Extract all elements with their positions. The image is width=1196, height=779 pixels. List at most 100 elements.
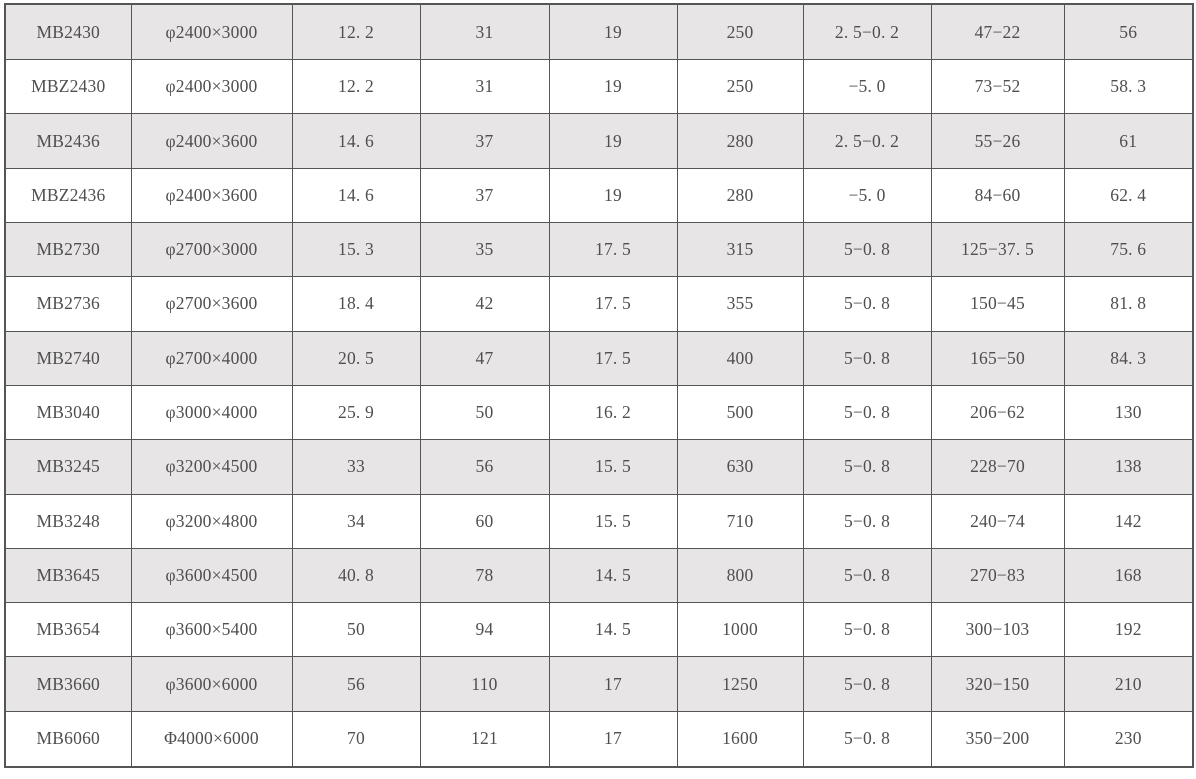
cell-col3: 37	[419, 167, 550, 223]
cell-col4: 16. 2	[548, 384, 678, 441]
table-row: MB3645 φ3600×4500 40. 8 78 14. 5 800 5−0. 8 270…	[4, 547, 1194, 604]
cell-model: MBZ2436	[4, 167, 132, 223]
cell-model: MB3248	[4, 493, 132, 549]
cell-dimensions: φ3600×4500	[130, 547, 293, 604]
cell-col3: 47	[419, 330, 550, 386]
cell-col2: 40. 8	[291, 547, 421, 604]
cell-col5: 630	[676, 439, 804, 495]
cell-col3: 78	[419, 547, 550, 604]
cell-col3: 121	[419, 710, 550, 768]
cell-col8: 210	[1063, 656, 1194, 712]
cell-col6: −5. 0	[802, 59, 932, 115]
cell-model: MB2730	[4, 221, 132, 278]
cell-col7: 47−22	[930, 3, 1065, 61]
cell-col7: 206−62	[930, 384, 1065, 441]
cell-col3: 31	[419, 59, 550, 115]
cell-col5: 315	[676, 221, 804, 278]
cell-dimensions: φ2400×3000	[130, 3, 293, 61]
table-row: MB6060 Φ4000×6000 70 121 17 1600 5−0. 8 350−200…	[4, 710, 1194, 768]
cell-col5: 800	[676, 547, 804, 604]
cell-col4: 19	[548, 3, 678, 61]
cell-model: MB2436	[4, 113, 132, 169]
cell-col4: 19	[548, 113, 678, 169]
table-row: MB2740 φ2700×4000 20. 5 47 17. 5 400 5−0. 8 165…	[4, 330, 1194, 386]
cell-col3: 42	[419, 276, 550, 332]
cell-col2: 33	[291, 439, 421, 495]
cell-col6: 5−0. 8	[802, 710, 932, 768]
cell-col5: 280	[676, 113, 804, 169]
cell-col6: 2. 5−0. 2	[802, 3, 932, 61]
cell-model: MB3654	[4, 602, 132, 658]
cell-col4: 17	[548, 656, 678, 712]
cell-col8: 130	[1063, 384, 1194, 441]
cell-col3: 37	[419, 113, 550, 169]
cell-col4: 19	[548, 167, 678, 223]
cell-col2: 56	[291, 656, 421, 712]
table-row: MB2730 φ2700×3000 15. 3 35 17. 5 315 5−0. 8 125…	[4, 221, 1194, 278]
cell-dimensions: φ3200×4500	[130, 439, 293, 495]
cell-col8: 192	[1063, 602, 1194, 658]
table-row: MB2736 φ2700×3600 18. 4 42 17. 5 355 5−0. 8 150…	[4, 276, 1194, 332]
table-row: MB3654 φ3600×5400 50 94 14. 5 1000 5−0. 8 300−1…	[4, 602, 1194, 658]
cell-col3: 50	[419, 384, 550, 441]
cell-col2: 34	[291, 493, 421, 549]
cell-col5: 250	[676, 59, 804, 115]
table-row: MBZ2430 φ2400×3000 12. 2 31 19 250 −5. 0 73−52 5…	[4, 59, 1194, 115]
table-body: MB2430 φ2400×3000 12. 2 31 19 250 2. 5−0. 2 47−…	[4, 3, 1194, 768]
cell-col6: −5. 0	[802, 167, 932, 223]
cell-col3: 35	[419, 221, 550, 278]
cell-col5: 500	[676, 384, 804, 441]
cell-col2: 18. 4	[291, 276, 421, 332]
cell-dimensions: φ3600×5400	[130, 602, 293, 658]
cell-col8: 61	[1063, 113, 1194, 169]
cell-model: MB2430	[4, 3, 132, 61]
cell-col6: 5−0. 8	[802, 602, 932, 658]
cell-col8: 168	[1063, 547, 1194, 604]
cell-col5: 250	[676, 3, 804, 61]
cell-col8: 142	[1063, 493, 1194, 549]
cell-dimensions: Φ4000×6000	[130, 710, 293, 768]
cell-col3: 31	[419, 3, 550, 61]
cell-model: MB6060	[4, 710, 132, 768]
cell-dimensions: φ2700×4000	[130, 330, 293, 386]
cell-col6: 5−0. 8	[802, 384, 932, 441]
cell-col8: 75. 6	[1063, 221, 1194, 278]
cell-col6: 5−0. 8	[802, 656, 932, 712]
cell-col2: 50	[291, 602, 421, 658]
cell-model: MB2740	[4, 330, 132, 386]
cell-col4: 15. 5	[548, 439, 678, 495]
cell-col6: 2. 5−0. 2	[802, 113, 932, 169]
cell-col4: 14. 5	[548, 602, 678, 658]
cell-col2: 20. 5	[291, 330, 421, 386]
cell-col4: 17	[548, 710, 678, 768]
cell-col5: 1250	[676, 656, 804, 712]
cell-col2: 12. 2	[291, 3, 421, 61]
cell-col5: 1600	[676, 710, 804, 768]
cell-col3: 110	[419, 656, 550, 712]
cell-col7: 55−26	[930, 113, 1065, 169]
cell-col4: 17. 5	[548, 330, 678, 386]
cell-col4: 19	[548, 59, 678, 115]
cell-model: MB2736	[4, 276, 132, 332]
cell-col7: 165−50	[930, 330, 1065, 386]
cell-col7: 73−52	[930, 59, 1065, 115]
cell-col6: 5−0. 8	[802, 439, 932, 495]
table-row: MB2430 φ2400×3000 12. 2 31 19 250 2. 5−0. 2 47−…	[4, 3, 1194, 61]
cell-dimensions: φ3000×4000	[130, 384, 293, 441]
cell-col4: 14. 5	[548, 547, 678, 604]
cell-col8: 81. 8	[1063, 276, 1194, 332]
cell-col2: 12. 2	[291, 59, 421, 115]
cell-col7: 270−83	[930, 547, 1065, 604]
cell-col7: 84−60	[930, 167, 1065, 223]
cell-col2: 14. 6	[291, 167, 421, 223]
table-row: MB3040 φ3000×4000 25. 9 50 16. 2 500 5−0. 8 206…	[4, 384, 1194, 441]
cell-dimensions: φ3200×4800	[130, 493, 293, 549]
cell-model: MB3245	[4, 439, 132, 495]
cell-col7: 150−45	[930, 276, 1065, 332]
cell-col7: 300−103	[930, 602, 1065, 658]
cell-col8: 84. 3	[1063, 330, 1194, 386]
cell-model: MB3040	[4, 384, 132, 441]
cell-col8: 56	[1063, 3, 1194, 61]
cell-col8: 230	[1063, 710, 1194, 768]
cell-dimensions: φ2400×3000	[130, 59, 293, 115]
